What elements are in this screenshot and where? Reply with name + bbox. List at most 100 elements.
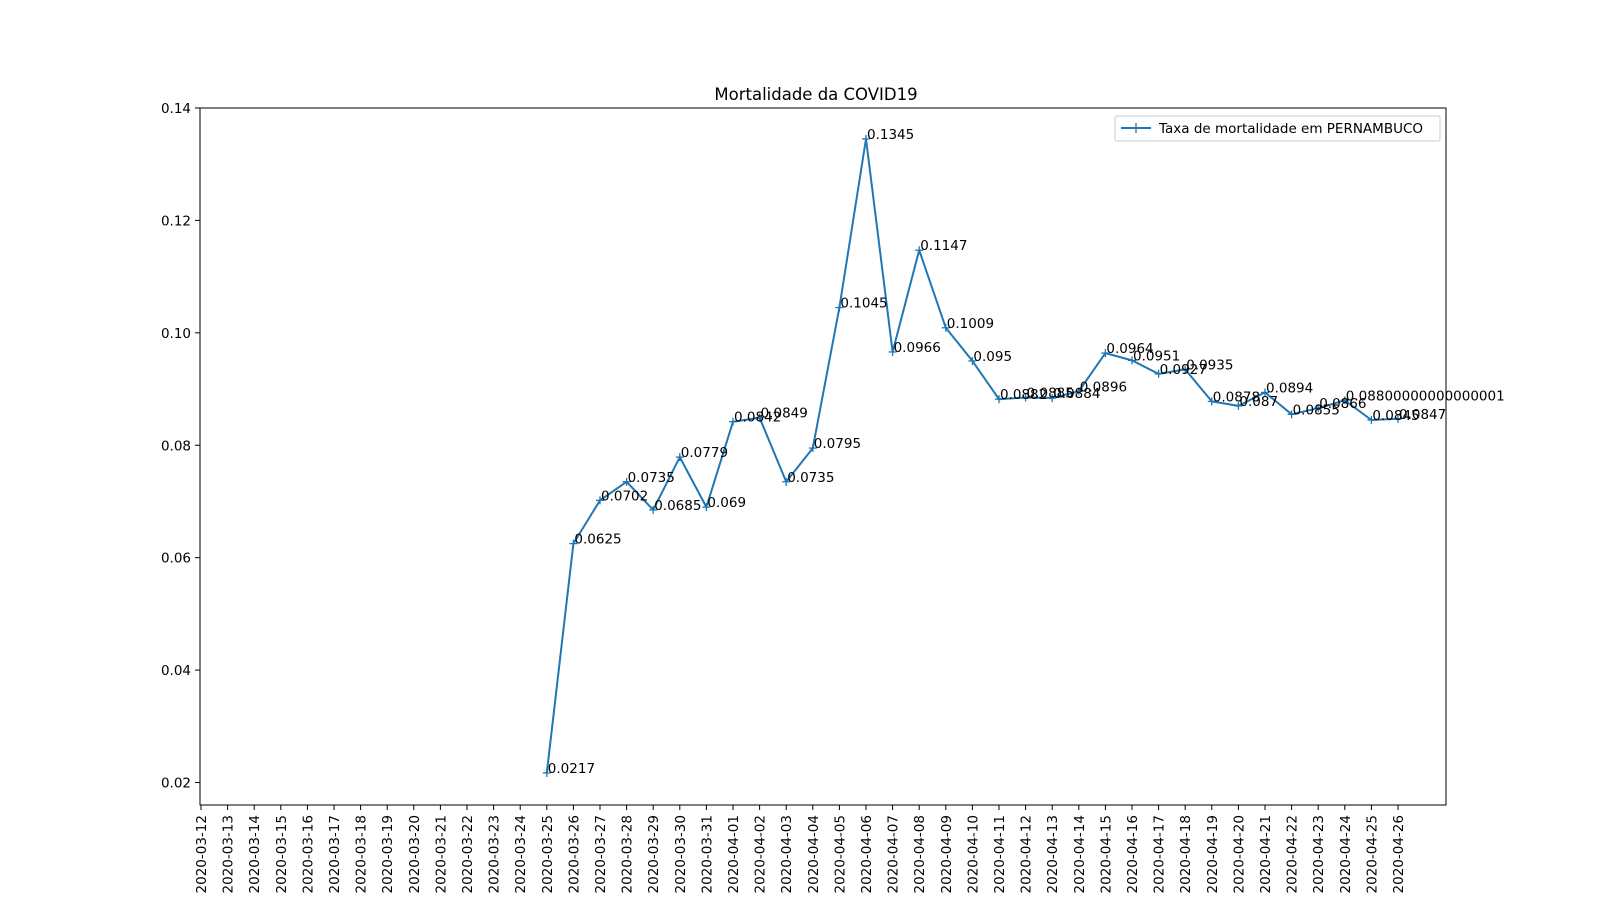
data-point-marker (888, 347, 897, 356)
data-point-marker (596, 496, 604, 505)
data-label: 0.0885 (1027, 385, 1074, 401)
x-tick-label: 2020-03-23 (487, 815, 503, 893)
data-label: 0.1009 (947, 316, 994, 332)
data-label: 0.0866 (1319, 396, 1366, 412)
data-label: 0.0966 (894, 340, 941, 356)
x-tick-label: 2020-04-25 (1364, 815, 1380, 893)
data-point-marker (835, 303, 844, 312)
data-label: 0.1345 (867, 127, 914, 143)
x-tick-label: 2020-03-19 (380, 815, 396, 893)
x-tick-label: 2020-03-15 (274, 815, 290, 893)
x-tick-label: 2020-03-24 (513, 815, 529, 893)
x-tick-label: 2020-03-25 (540, 815, 556, 893)
x-tick-label: 2020-04-19 (1205, 815, 1221, 893)
x-tick-label: 2020-04-12 (1019, 815, 1035, 893)
x-tick-label: 2020-03-20 (407, 815, 423, 893)
data-point-marker (1101, 349, 1110, 358)
data-label: 0.0894 (1266, 380, 1313, 396)
data-label: 0.0896 (1080, 379, 1127, 395)
x-tick-label: 2020-04-17 (1152, 815, 1168, 893)
data-label: 0.0779 (681, 445, 728, 461)
y-tick-label: 0.08 (161, 438, 191, 454)
data-label: 0.069 (707, 495, 746, 511)
data-label: 0.0795 (814, 436, 861, 452)
y-tick-label: 0.02 (161, 776, 191, 792)
data-label: 0.0855 (1293, 402, 1340, 418)
legend: Taxa de mortalidade em PERNAMBUCO (1114, 115, 1441, 142)
x-tick-label: 2020-04-01 (726, 815, 742, 893)
data-point-marker (1340, 396, 1349, 405)
x-tick-label: 2020-03-13 (221, 815, 237, 893)
x-tick-label: 2020-04-05 (832, 815, 848, 893)
x-tick-label: 2020-04-02 (753, 815, 769, 893)
x-tick-label: 2020-03-31 (699, 815, 715, 893)
x-tick-label: 2020-04-11 (992, 815, 1008, 893)
data-point-marker (941, 323, 950, 332)
x-tick-label: 2020-04-03 (779, 815, 795, 893)
legend-box (1114, 115, 1441, 142)
x-tick-label: 2020-04-22 (1285, 815, 1301, 893)
x-tick-label: 2020-04-08 (912, 815, 928, 893)
data-label: 0.08800000000000001 (1346, 388, 1505, 404)
x-tick-label: 2020-04-09 (939, 815, 955, 893)
x-tick-label: 2020-03-12 (194, 815, 210, 893)
data-point-marker (622, 477, 631, 486)
data-point-marker (1048, 394, 1057, 403)
legend-label: Taxa de mortalidade em PERNAMBUCO (1158, 121, 1423, 137)
plot-area: 0.02 0.04 0.06 0.08 0.10 0.12 0.14 2020-03-12 20… (161, 101, 1505, 893)
y-tick-label: 0.06 (161, 551, 191, 567)
x-tick-label: 2020-04-15 (1098, 815, 1114, 893)
data-label: 0.0882 (1000, 387, 1047, 403)
data-label: 0.0702 (601, 488, 648, 504)
x-tick-label: 2020-04-13 (1045, 815, 1061, 893)
data-label: 0.0849 (761, 406, 808, 422)
data-point-marker (1021, 393, 1030, 402)
data-point-marker (702, 503, 711, 512)
data-point-marker (675, 453, 684, 462)
data-point-marker (1367, 415, 1376, 424)
y-tick-label: 0.12 (161, 213, 191, 229)
x-tick-label: 2020-03-14 (247, 815, 263, 893)
x-tick-label: 2020-04-21 (1258, 815, 1274, 893)
chart-title: Mortalidade da COVID19 (714, 85, 917, 104)
x-tick-label: 2020-04-24 (1338, 815, 1354, 893)
x-tick-label: 2020-04-16 (1125, 815, 1141, 893)
data-label: 0.0951 (1133, 348, 1180, 364)
x-tick-label: 2020-04-10 (965, 815, 981, 893)
x-tick-label: 2020-03-30 (673, 815, 689, 893)
x-tick-label: 2020-04-20 (1231, 815, 1247, 893)
data-label: 0.095 (973, 349, 1012, 365)
data-point-marker (1287, 410, 1296, 419)
data-label: 0.0217 (548, 761, 595, 777)
y-tick-label: 0.10 (161, 326, 191, 342)
data-point-marker (995, 395, 1003, 404)
x-tick-label: 2020-04-06 (859, 815, 875, 893)
data-point-marker (968, 356, 977, 365)
x-tick-label: 2020-04-26 (1391, 815, 1407, 893)
x-tick-label: 2020-04-04 (806, 815, 822, 893)
x-tick-label: 2020-03-26 (566, 815, 582, 893)
data-point-marker (542, 768, 551, 777)
x-tick-label: 2020-04-23 (1311, 815, 1327, 893)
data-label: 0.0935 (1186, 357, 1233, 373)
data-label: 0.0842 (734, 410, 781, 426)
data-point-marker (1207, 397, 1216, 406)
data-point-marker (1394, 414, 1402, 423)
data-label: 0.0735 (787, 470, 834, 486)
data-label: 0.0964 (1106, 341, 1153, 357)
data-point-marker (755, 413, 764, 422)
x-tick-label: 2020-03-18 (354, 815, 370, 893)
data-point-marker (1261, 388, 1269, 397)
x-tick-label: 2020-03-16 (300, 815, 316, 893)
y-tick-label: 0.04 (161, 663, 191, 679)
x-tick-label: 2020-03-27 (593, 815, 609, 893)
data-label: 0.0845 (1372, 408, 1419, 424)
x-tick-label: 2020-03-28 (620, 815, 636, 893)
data-label: 0.0884 (1053, 386, 1100, 402)
data-point-marker (782, 477, 791, 486)
data-point-marker (808, 444, 817, 453)
plot-frame (199, 107, 1447, 806)
x-tick-label: 2020-03-21 (433, 815, 449, 893)
